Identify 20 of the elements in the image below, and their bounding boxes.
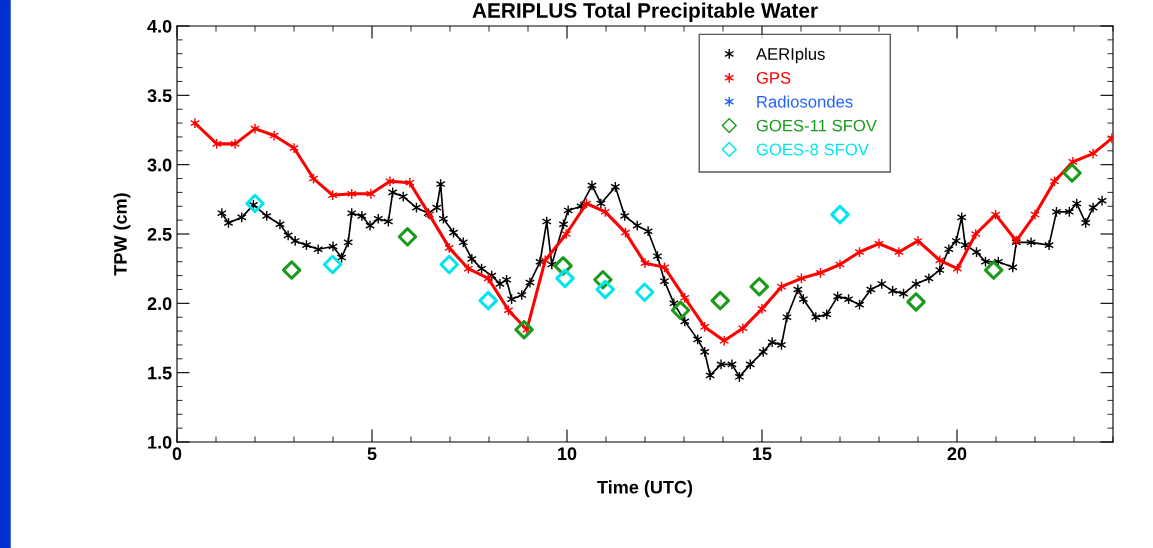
x-axis-title: Time (UTC) (597, 480, 693, 498)
x-tick-label: 10 (558, 447, 577, 461)
legend-label: GOES-8 SFOV (756, 143, 869, 156)
x-tick-label: 20 (947, 447, 967, 461)
y-tick-label: 3.0 (147, 158, 172, 172)
x-tick-label: 15 (753, 447, 772, 461)
legend-label: GPS (756, 71, 791, 84)
y-tick-label: 1.0 (148, 435, 172, 449)
legend-label: AERIplus (755, 47, 825, 64)
legend-label: GOES-11 SFOV (756, 119, 877, 132)
chart-title: AERIPLUS Total Precipitable Water (472, 2, 818, 22)
y-tick-label: 2.0 (147, 297, 172, 311)
legend-label: Radiosondes (757, 95, 853, 108)
y-tick-label: 2.5 (147, 227, 172, 241)
x-tick-label: 0 (172, 447, 182, 461)
y-tick-label: 1.5 (148, 366, 172, 380)
y-axis-title: TPW (cm) (113, 193, 131, 276)
y-tick-label: 3.5 (147, 89, 172, 103)
x-tick-label: 5 (367, 447, 377, 461)
y-tick-label: 4.0 (147, 19, 172, 33)
